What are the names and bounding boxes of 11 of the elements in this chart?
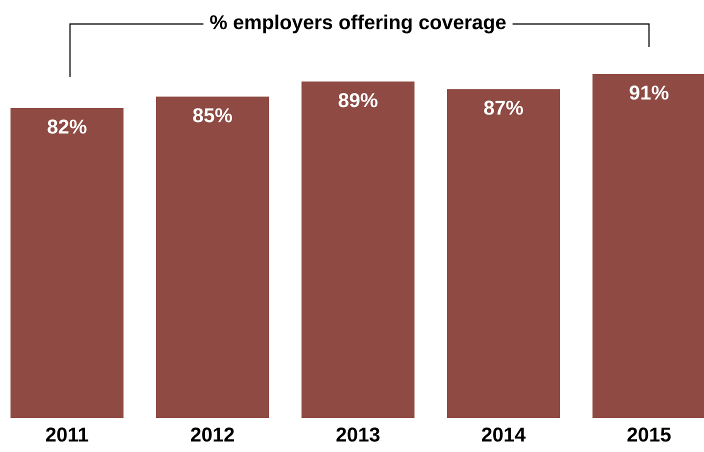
data-label: 85%	[193, 108, 232, 122]
x-tick-label: 2012	[190, 428, 234, 442]
x-tick-label: 2015	[627, 428, 671, 442]
x-tick-label: 2013	[336, 428, 380, 442]
chart-title: % employers offering coverage	[210, 14, 506, 34]
data-label: 82%	[48, 120, 86, 134]
x-tick-label: 2011	[46, 428, 88, 442]
x-tick-label: 2014	[482, 428, 526, 442]
data-label: 87%	[484, 100, 523, 115]
data-label: 91%	[630, 86, 668, 100]
data-label: 89%	[338, 93, 378, 108]
